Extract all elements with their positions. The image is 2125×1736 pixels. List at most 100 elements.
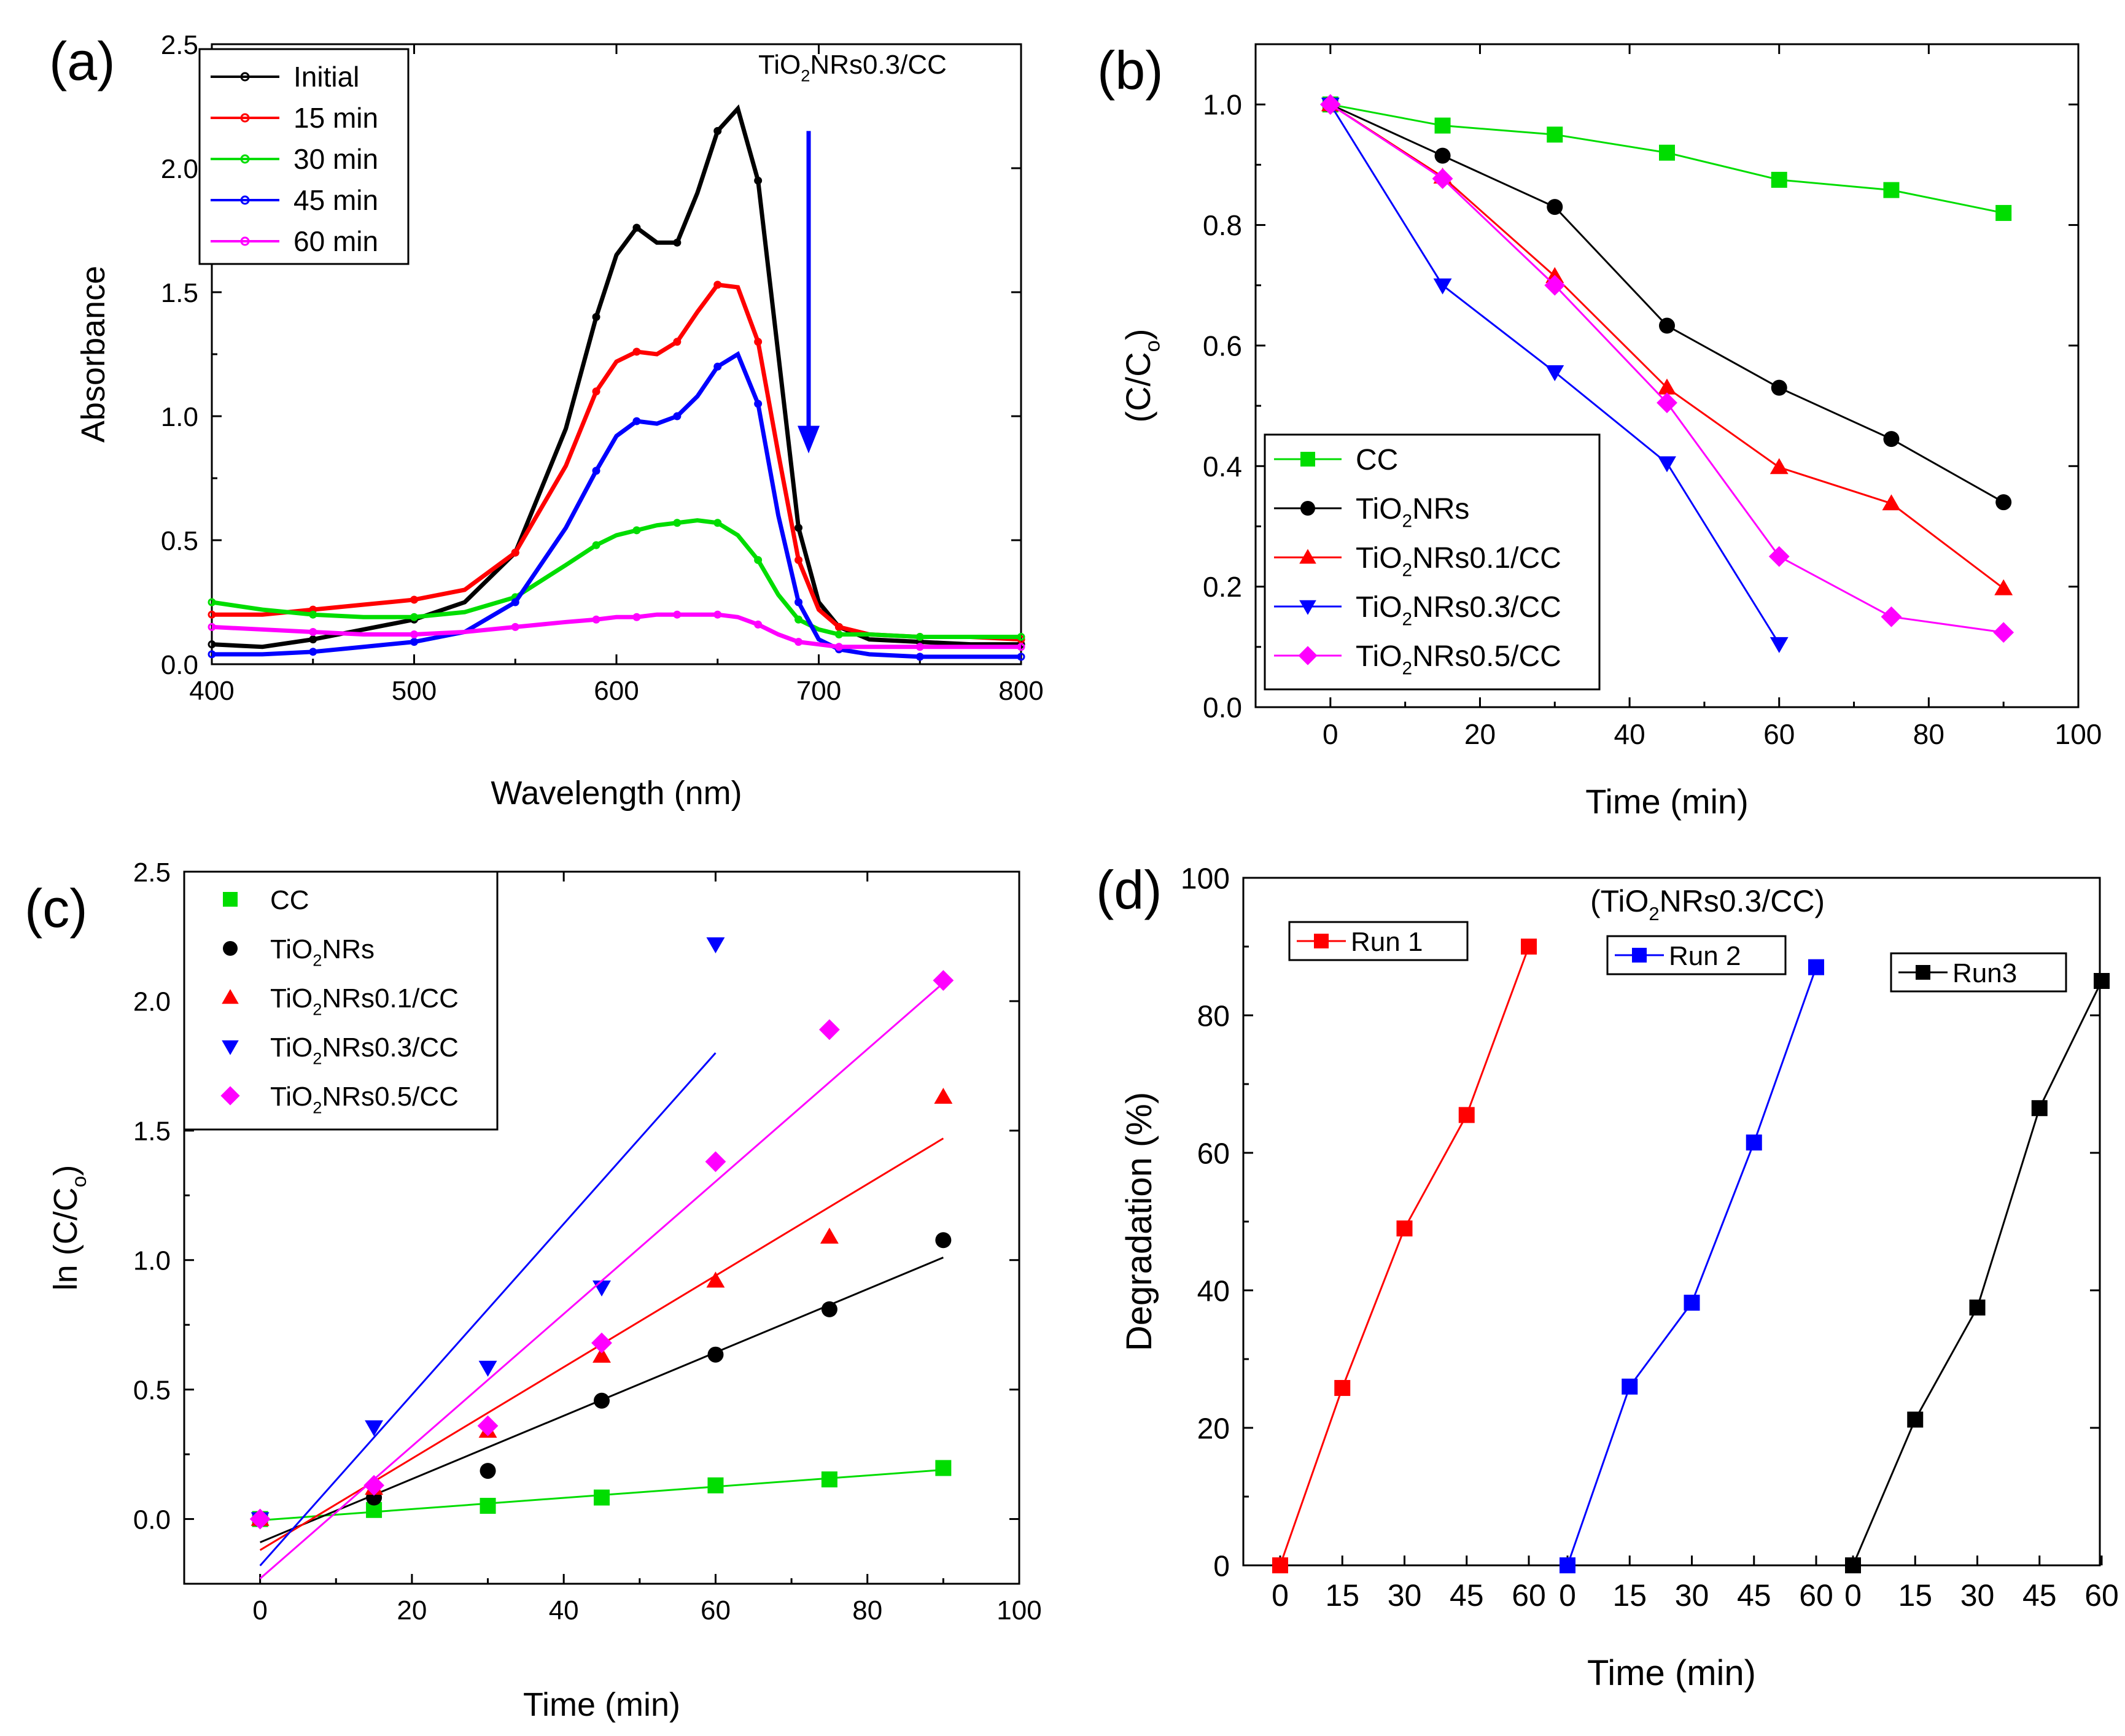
legend-marker-tio2nrs0-5-cc (1298, 646, 1318, 665)
x-tick-label: 80 (852, 1595, 882, 1626)
data-point-initial (713, 126, 722, 135)
x-tick-label: 80 (1913, 718, 1944, 750)
data-point-tio2nrs0-1-cc (1770, 458, 1789, 475)
data-point-45-min (713, 362, 722, 371)
data-point-initial (592, 312, 600, 321)
legend-label-tio2nrs0-3-cc: TiO2NRs0.3/CC (270, 1033, 459, 1068)
data-point-15-min (673, 338, 682, 346)
x-tick-label: 60 (1799, 1578, 1833, 1613)
legend-marker-tio2nrs0-1-cc (1299, 549, 1316, 564)
data-point-45-min (632, 417, 641, 425)
data-point-tio2nrs0-1-cc (706, 1271, 725, 1288)
legend-label-tio2nrs0-5-cc: TiO2NRs0.5/CC (270, 1082, 459, 1117)
data-point-60-min (1017, 643, 1025, 651)
legend-marker-60-min (240, 236, 250, 246)
legend-label-tio2nrs0-1-cc: TiO2NRs0.1/CC (1356, 542, 1561, 580)
x-tick-label: 700 (796, 676, 841, 706)
data-point-run-1 (1334, 1380, 1351, 1397)
legend-run3: Run3 (1890, 952, 2067, 993)
y-axis-label: (C/Co) (1119, 328, 1165, 422)
x-tick-label: 800 (998, 676, 1043, 706)
legend-marker (1314, 934, 1329, 948)
legend-label-tio2nrs: TiO2NRs (270, 934, 375, 969)
legend: CC TiO2NRs TiO2NRs0.1/CC TiO2NRs0.3/CC TiO2N… (1264, 433, 1601, 691)
y-tick-label: 80 (1197, 1000, 1230, 1033)
x-tick-label: 15 (1325, 1578, 1359, 1613)
data-point-run3 (2031, 1100, 2048, 1117)
data-point-tio2nrs (1995, 494, 2012, 511)
x-tick-label: 45 (2022, 1578, 2057, 1613)
data-point-60-min (794, 638, 803, 646)
legend-label-tio2nrs0-1-cc: TiO2NRs0.1/CC (270, 983, 459, 1018)
data-point-45-min (1017, 653, 1025, 661)
legend-marker-15-min (240, 113, 250, 123)
x-tick-label: 30 (1960, 1578, 1995, 1613)
data-point-tio2nrs (935, 1232, 952, 1249)
x-axis-label: Time (min) (523, 1686, 680, 1723)
data-point-60-min (713, 610, 722, 619)
y-tick-label: 0.4 (1203, 451, 1242, 482)
data-point-tio2nrs0-5-cc (1993, 622, 2014, 643)
y-axis-label: Absorbance (75, 266, 112, 443)
data-point-45-min (915, 653, 924, 661)
data-point-30-min (410, 613, 418, 621)
legend-label-run3: Run3 (1952, 958, 2017, 988)
data-point-tio2nrs0-1-cc (1658, 378, 1676, 395)
data-point-tio2nrs0-3-cc (1545, 365, 1564, 382)
data-point-15-min (208, 610, 216, 619)
legend-label-tio2nrs0-5-cc: TiO2NRs0.5/CC (1356, 640, 1561, 678)
y-tick-label: 1.5 (161, 278, 198, 308)
data-point-30-min (673, 519, 682, 527)
data-point-30-min (1017, 633, 1025, 641)
legend-label-run-2: Run 2 (1669, 941, 1741, 971)
x-tick-label: 0 (1844, 1578, 1862, 1613)
data-point-tio2nrs0-5-cc (591, 1332, 612, 1354)
x-tick-label: 60 (1512, 1578, 1546, 1613)
x-tick-label: 20 (397, 1595, 427, 1626)
data-point-15-min (511, 548, 519, 557)
data-point-initial (673, 238, 682, 247)
data-point-30-min (754, 556, 763, 564)
legend-label-tio2nrs0-3-cc: TiO2NRs0.3/CC (1356, 591, 1561, 629)
data-point-run3 (1845, 1557, 1861, 1573)
x-tick-label: 40 (1614, 718, 1645, 750)
data-point-initial (632, 223, 641, 232)
x-axis-label: Time (min) (1585, 782, 1748, 821)
data-point-tio2nrs (1771, 379, 1787, 396)
data-point-cc (935, 1460, 952, 1476)
x-tick-label: 0 (1272, 1578, 1289, 1613)
data-point-60-min (208, 622, 216, 631)
x-tick-label: 15 (1612, 1578, 1647, 1613)
x-tick-label: 0 (1323, 718, 1338, 750)
data-point-30-min (309, 610, 317, 619)
data-point-60-min (410, 630, 418, 639)
x-tick-label: 60 (701, 1595, 731, 1626)
data-point-60-min (673, 610, 682, 619)
legend-label-tio2nrs: TiO2NRs (1356, 493, 1469, 531)
data-point-tio2nrs0-1-cc (934, 1088, 953, 1104)
legend-marker-tio2nrs0-1-cc (222, 989, 239, 1004)
data-point-cc (1659, 144, 1675, 161)
data-point-tio2nrs0-5-cc (1319, 94, 1341, 115)
data-point-45-min (754, 400, 763, 408)
x-axis-label: Time (min) (1587, 1653, 1756, 1693)
data-point-cc (707, 1477, 724, 1494)
data-point-45-min (410, 638, 418, 646)
data-point-initial (794, 524, 803, 532)
data-point-tio2nrs0-1-cc (1994, 579, 2013, 595)
data-point-60-min (632, 613, 641, 621)
legend-label-60-min: 60 min (293, 225, 378, 257)
x-tick-label: 100 (996, 1595, 1041, 1626)
x-tick-label: 40 (549, 1595, 579, 1626)
legend-label-30-min: 30 min (293, 143, 378, 175)
x-tick-label: 60 (2084, 1578, 2119, 1613)
y-tick-label: 0.0 (161, 650, 198, 680)
legend-label-run-1: Run 1 (1351, 927, 1423, 957)
data-point-tio2nrs0-5-cc (1768, 546, 1790, 567)
data-point-run-1 (1458, 1107, 1475, 1123)
data-point-tio2nrs (821, 1301, 837, 1317)
x-tick-label: 45 (1737, 1578, 1771, 1613)
legend-marker-30-min (240, 154, 250, 164)
panel-a-absorbance-chart: (a) 400 500 600 700 800 0.0 0.5 1.0 1.5 2.0 2.5 Wave… (49, 30, 1044, 812)
